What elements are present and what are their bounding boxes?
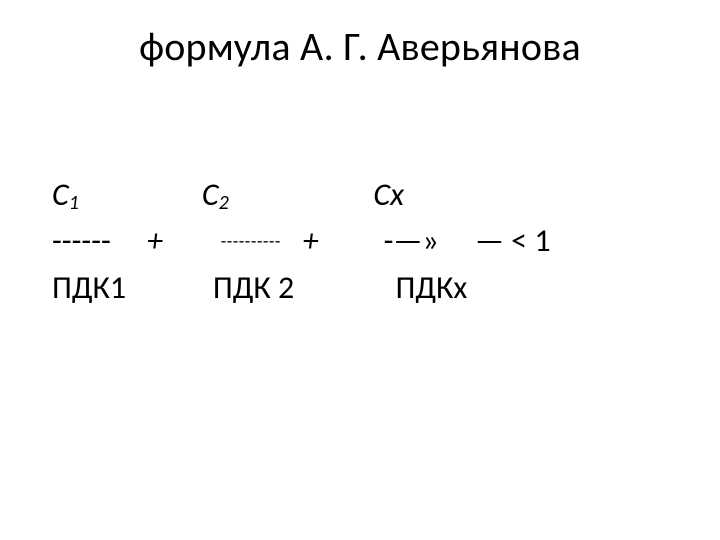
slide: формула А. Г. Аверьянова С1 С2 Сх ------… xyxy=(0,0,720,540)
cx: Сх xyxy=(373,175,404,214)
plus1: + xyxy=(147,221,163,260)
pdk1: ПДК1 xyxy=(52,268,126,307)
dash1: ------ xyxy=(52,221,111,260)
c1-sub: 1 xyxy=(69,191,79,215)
c2-sub: 2 xyxy=(219,191,229,215)
pdk2: ПДК 2 xyxy=(213,268,294,307)
c2: С xyxy=(202,175,219,214)
arrow: -—» xyxy=(384,221,439,260)
pdkx: ПДКх xyxy=(396,268,468,307)
dash2: ---------- xyxy=(221,230,281,252)
c1: С xyxy=(52,175,69,214)
page-title: формула А. Г. Аверьянова xyxy=(0,22,720,71)
compare: — < 1 xyxy=(475,221,551,260)
plus2: + xyxy=(303,221,319,260)
formula-block: С1 С2 Сх ------ + ---------- + -—» — < 1… xyxy=(52,172,551,311)
